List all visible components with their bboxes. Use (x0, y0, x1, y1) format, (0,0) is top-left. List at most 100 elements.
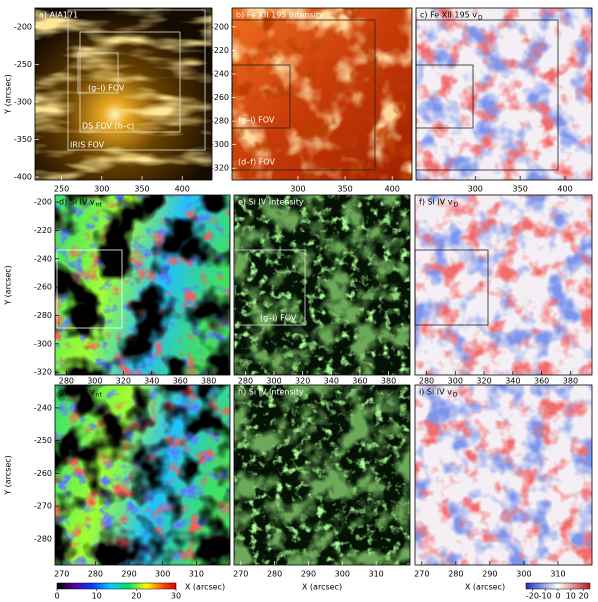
image-texture (232, 8, 412, 180)
panel-frame (233, 194, 411, 376)
panel-title: c) Fe XII 195 v (420, 11, 477, 20)
annotation: (g–i) FOV (260, 314, 297, 323)
y-tick-label: -300 (14, 97, 32, 106)
x-tick-label: 280 (238, 377, 253, 386)
x-tick-label: 320 (116, 377, 131, 386)
x-tick-label: 400 (385, 185, 400, 194)
panel-title: d) Si IV v (59, 198, 95, 207)
y-tick-label: -250 (34, 436, 52, 445)
panel-title: a) AIA171 (39, 11, 78, 20)
y-tick-label: -200 (14, 22, 32, 31)
y-tick-label: -260 (34, 283, 52, 292)
y-tick-label: -280 (34, 311, 52, 320)
colorbar-tick-label: -10 (539, 592, 552, 601)
image-texture (55, 385, 230, 565)
panel-title: e) Si IV Intensity (238, 198, 304, 207)
colorbar-tick-label: -20 (526, 592, 539, 601)
x-tick-label: 300 (448, 377, 463, 386)
y-tick-label: -260 (211, 93, 229, 102)
colorbar-tick-label: 30 (171, 592, 181, 601)
x-tick-label: 360 (534, 377, 549, 386)
colorbar (56, 582, 177, 590)
panel (415, 385, 592, 565)
image-texture (234, 195, 410, 375)
panel-title-subscript: D (453, 392, 458, 399)
x-tick-label: 300 (87, 377, 102, 386)
annotation: (g–i) FOV (88, 84, 125, 93)
x-axis-label: X (arcsec) (185, 583, 225, 592)
y-tick-label: -200 (34, 198, 52, 207)
x-tick-label: 350 (513, 185, 528, 194)
x-tick-label: 250 (54, 185, 69, 194)
panel (234, 385, 410, 565)
y-tick-label: -220 (211, 46, 229, 55)
y-axis-label: Y (arcsec) (4, 265, 13, 306)
panel (35, 8, 212, 180)
panel-title-subscript: D (478, 15, 483, 22)
x-tick-label: 270 (414, 570, 429, 579)
y-tick-label: -320 (211, 164, 229, 173)
image-texture (415, 195, 592, 375)
fov-box (67, 9, 206, 151)
panel-title-subscript: D (453, 202, 458, 209)
x-tick-label: 300 (266, 377, 281, 386)
colorbar (525, 582, 591, 590)
panel-title: g) Si IV v (59, 388, 95, 397)
x-tick-label: 320 (295, 377, 310, 386)
x-tick-label: 350 (134, 185, 149, 194)
y-tick-label: -260 (34, 469, 52, 478)
x-tick-label: 280 (88, 570, 103, 579)
panel-title-subscript: nt (96, 202, 103, 209)
x-axis-label: X (arcsec) (302, 583, 342, 592)
image-texture (416, 8, 592, 180)
x-tick-label: 310 (189, 570, 204, 579)
x-tick-label: 290 (121, 570, 136, 579)
colorbar-tick-label: 20 (579, 592, 589, 601)
x-tick-label: 300 (468, 185, 483, 194)
x-tick-label: 380 (201, 377, 216, 386)
x-tick-label: 280 (267, 570, 282, 579)
x-tick-label: 300 (335, 570, 350, 579)
y-tick-label: -280 (34, 534, 52, 543)
colorbar-tick-label: 20 (131, 592, 141, 601)
panel-frame (54, 384, 231, 566)
panel (232, 8, 412, 180)
x-tick-label: 340 (324, 377, 339, 386)
fov-box (77, 52, 119, 94)
y-tick-label: -240 (34, 254, 52, 263)
x-tick-label: 270 (233, 570, 248, 579)
x-tick-label: 350 (337, 185, 352, 194)
x-tick-label: 400 (557, 185, 572, 194)
x-tick-label: 280 (59, 377, 74, 386)
panel (416, 8, 592, 180)
x-tick-label: 290 (301, 570, 316, 579)
y-tick-label: -200 (211, 22, 229, 31)
panel (55, 385, 230, 565)
x-tick-label: 270 (54, 570, 69, 579)
x-axis-label: X (arcsec) (465, 583, 505, 592)
panel-frame (414, 194, 593, 376)
fov-box (56, 249, 123, 329)
annotation: IRIS FOV (70, 141, 105, 150)
x-tick-label: 310 (369, 570, 384, 579)
y-tick-label: -240 (211, 69, 229, 78)
image-texture (415, 385, 592, 565)
fov-box (79, 31, 181, 133)
panel-title-subscript: nt (96, 392, 103, 399)
panel-frame (233, 384, 411, 566)
annotation: (g–i) FOV (238, 116, 275, 125)
x-tick-label: 320 (476, 377, 491, 386)
x-tick-label: 380 (563, 377, 578, 386)
y-tick-label: -270 (34, 502, 52, 511)
y-tick-label: -300 (211, 140, 229, 149)
y-tick-label: -280 (211, 117, 229, 126)
panel (55, 195, 230, 375)
panel-frame (231, 7, 413, 181)
x-tick-label: 310 (550, 570, 565, 579)
x-tick-label: 340 (144, 377, 159, 386)
panel-frame (34, 7, 213, 181)
image-texture (55, 195, 230, 375)
colorbar-tick-label: 0 (555, 592, 560, 601)
panel-title: f) Si IV v (419, 198, 453, 207)
